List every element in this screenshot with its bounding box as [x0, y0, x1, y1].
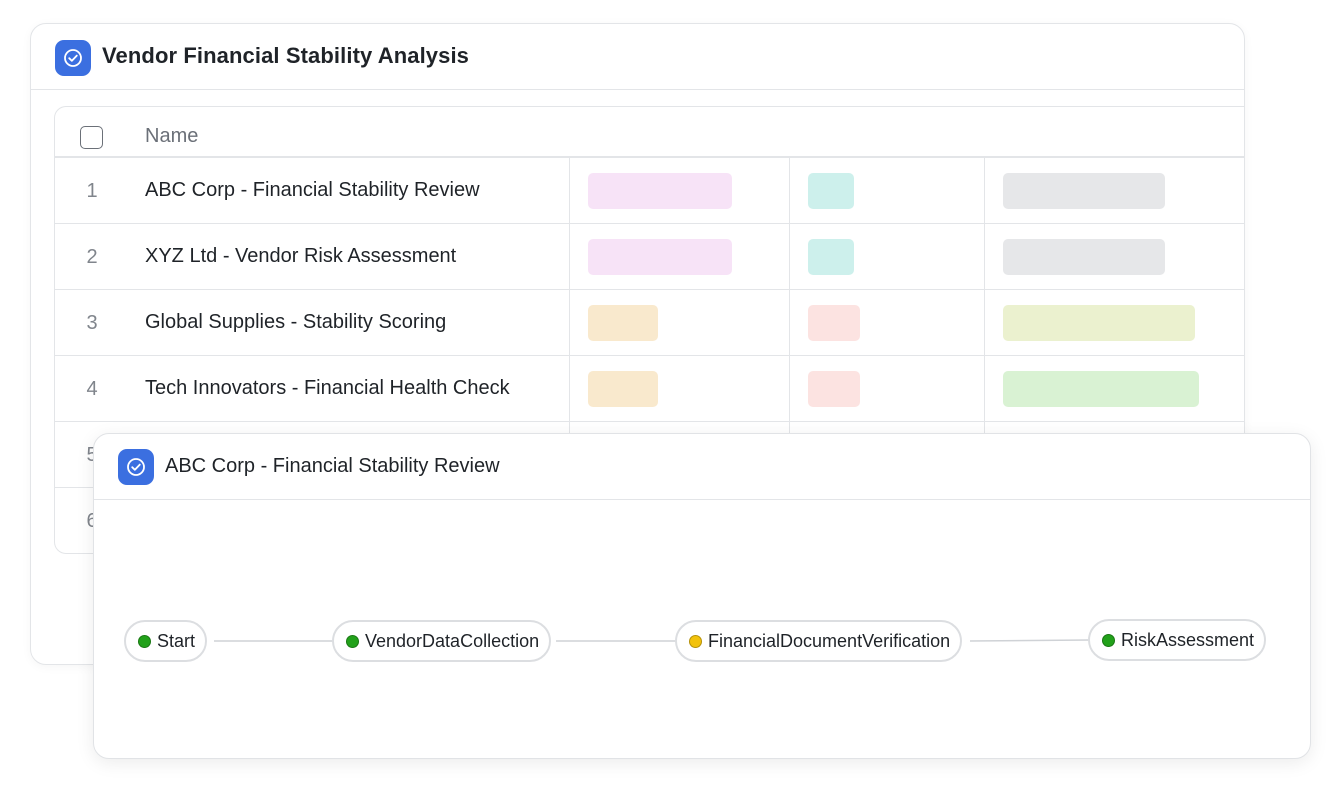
- table-header-row: Name: [55, 107, 1244, 158]
- table-row[interactable]: 3 Global Supplies - Stability Scoring: [55, 290, 1244, 356]
- tag-placeholder: [1003, 305, 1195, 341]
- row-number: 4: [86, 378, 98, 400]
- row-number: 5: [86, 444, 98, 466]
- status-dot-icon: [346, 634, 359, 648]
- tag-placeholder: [808, 173, 854, 209]
- table-row[interactable]: 1 ABC Corp - Financial Stability Review: [55, 158, 1244, 224]
- table-card-header: Vendor Financial Stability Analysis: [31, 24, 1244, 90]
- row-name[interactable]: XYZ Ltd - Vendor Risk Assessment: [145, 245, 457, 267]
- workflow-node-label: FinancialDocumentVerification: [708, 630, 951, 651]
- workflow-node-vendor-data-collection[interactable]: VendorDataCollection: [332, 620, 552, 662]
- tag-placeholder: [588, 371, 658, 407]
- row-number: 2: [86, 246, 98, 268]
- tag-placeholder: [808, 305, 860, 341]
- table-row[interactable]: 4 Tech Innovators - Financial Health Che…: [55, 356, 1244, 422]
- table-row[interactable]: 2 XYZ Ltd - Vendor Risk Assessment: [55, 224, 1244, 290]
- select-all-checkbox[interactable]: [80, 126, 103, 149]
- row-number: 1: [86, 180, 98, 202]
- workflow-node-risk-assessment[interactable]: RiskAssessment: [1088, 619, 1267, 661]
- status-dot-icon: [689, 634, 702, 648]
- status-dot-icon: [1102, 633, 1115, 647]
- workflow-node-start[interactable]: Start: [124, 620, 208, 662]
- workflow-node-financial-document-verification[interactable]: FinancialDocumentVerification: [675, 620, 963, 662]
- detail-title: ABC Corp - Financial Stability Review: [165, 455, 500, 477]
- status-dot-icon: [138, 634, 151, 648]
- connector-line: [969, 639, 1091, 642]
- tag-placeholder: [1003, 173, 1165, 209]
- check-circle-icon: [118, 449, 154, 485]
- workflow-node-label: Start: [157, 630, 196, 651]
- row-name[interactable]: Global Supplies - Stability Scoring: [145, 311, 447, 333]
- detail-card-header: ABC Corp - Financial Stability Review: [94, 434, 1310, 500]
- row-number: 6: [86, 510, 98, 532]
- workflow-node-label: VendorDataCollection: [365, 630, 540, 651]
- row-number: 3: [86, 312, 98, 334]
- tag-placeholder: [588, 239, 732, 275]
- page-title: Vendor Financial Stability Analysis: [102, 43, 470, 68]
- tag-placeholder: [1003, 239, 1165, 275]
- workflow-node-label: RiskAssessment: [1121, 629, 1255, 650]
- table-row[interactable]: 6: [55, 488, 1244, 553]
- tag-placeholder: [808, 371, 860, 407]
- workflow-connectors: [214, 639, 1091, 642]
- row-name[interactable]: ABC Corp - Financial Stability Review: [145, 179, 480, 201]
- row-name[interactable]: Tech Innovators - Financial Health Check: [145, 377, 510, 399]
- tag-placeholder: [1003, 371, 1199, 407]
- tag-placeholder: [588, 173, 732, 209]
- tag-placeholder: [808, 239, 854, 275]
- check-circle-icon: [55, 40, 91, 76]
- workflow-detail-card: ABC Corp - Financial Stability Review St…: [93, 433, 1311, 759]
- tag-placeholder: [588, 305, 658, 341]
- column-header-name[interactable]: Name: [145, 125, 199, 147]
